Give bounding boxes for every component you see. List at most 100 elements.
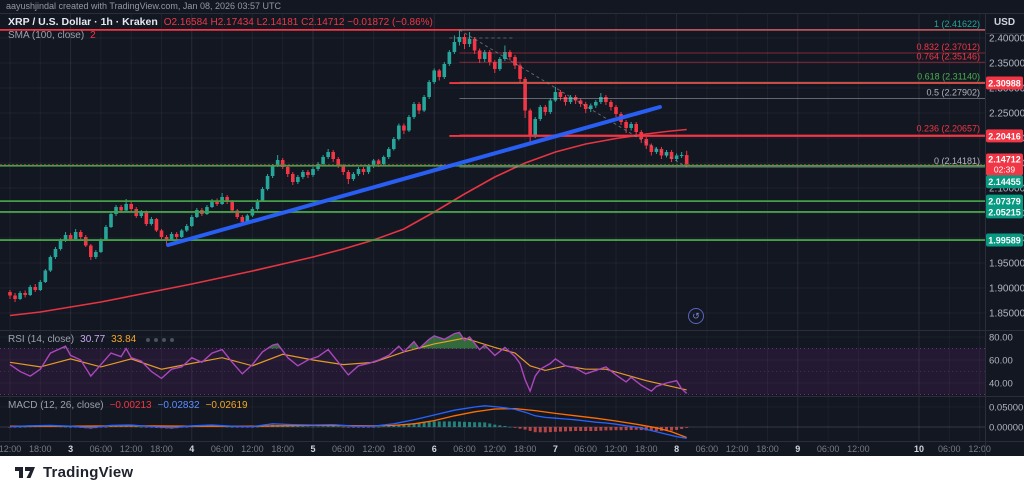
svg-text:12:00: 12:00 [362, 444, 385, 454]
svg-text:2.07379: 2.07379 [988, 197, 1021, 207]
macd-hist-value: −0.00213 [109, 400, 152, 411]
svg-text:12:00: 12:00 [605, 444, 628, 454]
svg-text:1.90000: 1.90000 [989, 284, 1024, 295]
rsi-value: 30.77 [80, 334, 106, 345]
svg-text:2.40000: 2.40000 [989, 34, 1024, 45]
svg-text:2.20416: 2.20416 [988, 131, 1021, 141]
svg-text:7: 7 [553, 444, 558, 454]
fib-level-label: 0.236 (2.20657) [916, 124, 980, 134]
chart-canvas[interactable]: 1 (2.41622) 0.832 (2.37012)0.764 (2.35146… [0, 0, 1024, 456]
rsi-label[interactable]: RSI (14, close) [8, 334, 75, 345]
svg-text:0.05000: 0.05000 [989, 403, 1023, 414]
svg-text:2.35000: 2.35000 [989, 59, 1024, 70]
svg-text:18:00: 18:00 [756, 444, 779, 454]
price-axis[interactable]: 2.400002.350002.300002.250002.200002.150… [989, 34, 1024, 434]
macd-label[interactable]: MACD (12, 26, close) [8, 400, 104, 411]
rsi-line [9, 331, 688, 394]
svg-text:06:00: 06:00 [938, 444, 961, 454]
macd-signal-line [10, 407, 687, 439]
svg-text:2.30988: 2.30988 [988, 79, 1021, 89]
svg-text:8: 8 [674, 444, 679, 454]
svg-text:06:00: 06:00 [332, 444, 355, 454]
svg-text:18:00: 18:00 [635, 444, 658, 454]
sma-label[interactable]: SMA (100, close) [8, 30, 85, 41]
price-axis-currency[interactable]: USD [993, 17, 1016, 28]
svg-text:3: 3 [68, 444, 73, 454]
svg-text:5: 5 [310, 444, 315, 454]
fib-level-label: 0.5 (2.27902) [926, 87, 980, 97]
svg-text:06:00: 06:00 [817, 444, 840, 454]
svg-text:18:00: 18:00 [271, 444, 294, 454]
macd-legend: MACD (12, 26, close) −0.00213 −0.02832 −… [8, 400, 248, 411]
credit-bar: aayushjindal created with TradingView.co… [6, 1, 281, 11]
sma-legend: SMA (100, close) 2 [8, 30, 96, 41]
rsi-legend: RSI (14, close) 30.77 33.84 [8, 334, 175, 345]
fib-level-label: 0 (2.14181) [934, 156, 980, 166]
svg-text:0.00000: 0.00000 [989, 423, 1023, 434]
footer-bar: TradingView [0, 456, 1024, 488]
grid-layer [0, 14, 985, 441]
fib-level-label: 0.618 (2.31140) [917, 71, 980, 81]
svg-text:2.25000: 2.25000 [989, 109, 1024, 120]
fib-level-label: 1 (2.41622) [934, 19, 980, 29]
sma-value: 2 [90, 30, 96, 41]
circular-arrow-icon[interactable]: ↺ [688, 308, 704, 324]
svg-text:12:00: 12:00 [847, 444, 870, 454]
fib-level-label: 0.764 (2.35146) [916, 51, 980, 61]
svg-text:06:00: 06:00 [453, 444, 476, 454]
svg-text:06:00: 06:00 [90, 444, 113, 454]
rsi-ma-value: 33.84 [111, 334, 137, 345]
svg-text:06:00: 06:00 [211, 444, 234, 454]
svg-text:12:00: 12:00 [0, 444, 21, 454]
svg-text:12:00: 12:00 [120, 444, 143, 454]
time-axis[interactable]: 12:00 18:00 3 06:00 12:00 18:00 4 06:00 12:00 18:… [0, 444, 991, 454]
svg-text:12:00: 12:00 [484, 444, 507, 454]
svg-text:06:00: 06:00 [696, 444, 719, 454]
symbol-title[interactable]: XRP / U.S. Dollar · 1h · Kraken [8, 16, 158, 28]
rsi-legend-icons[interactable] [146, 337, 175, 342]
tradingview-logo-icon[interactable] [14, 464, 36, 481]
svg-text:80.00: 80.00 [989, 333, 1013, 344]
svg-text:18:00: 18:00 [29, 444, 52, 454]
svg-text:2.14455: 2.14455 [988, 177, 1021, 187]
svg-text:60.00: 60.00 [989, 356, 1013, 367]
macd-signal-value: −0.02619 [205, 400, 248, 411]
svg-text:12:00: 12:00 [241, 444, 264, 454]
candles-layer[interactable] [8, 29, 689, 302]
legend-icon-dot[interactable] [154, 337, 159, 342]
svg-text:1.85000: 1.85000 [989, 309, 1024, 320]
svg-text:1.95000: 1.95000 [989, 259, 1024, 270]
svg-text:9: 9 [795, 444, 800, 454]
symbol-legend: XRP / U.S. Dollar · 1h · Kraken O2.16584… [8, 16, 433, 28]
legend-icon-dot[interactable] [162, 337, 167, 342]
svg-text:02:39: 02:39 [994, 164, 1016, 174]
price-pane[interactable]: 1 (2.41622) 0.832 (2.37012)0.764 (2.35146… [0, 19, 985, 317]
svg-text:2.10000: 2.10000 [989, 184, 1024, 195]
rsi-pane[interactable] [9, 331, 688, 394]
svg-text:12:00: 12:00 [968, 444, 991, 454]
svg-text:18:00: 18:00 [514, 444, 537, 454]
legend-icon-dot[interactable] [146, 337, 151, 342]
ohlc-values: O2.16584 H2.17434 L2.14181 C2.14712 −0.0… [163, 16, 433, 28]
tradingview-brand[interactable]: TradingView [43, 463, 134, 481]
svg-text:1.99589: 1.99589 [988, 236, 1021, 246]
svg-text:2.14712: 2.14712 [988, 154, 1021, 164]
macd-line [9, 405, 687, 439]
legend-icon-dot[interactable] [170, 337, 175, 342]
svg-text:12:00: 12:00 [726, 444, 749, 454]
svg-text:18:00: 18:00 [150, 444, 173, 454]
macd-line-value: −0.02832 [157, 400, 200, 411]
svg-text:6: 6 [432, 444, 437, 454]
svg-text:2.05215: 2.05215 [988, 207, 1021, 217]
sma-line[interactable] [9, 128, 687, 317]
fib-level-label: 0.832 (2.37012) [916, 42, 980, 52]
svg-text:10: 10 [914, 444, 924, 454]
svg-text:06:00: 06:00 [574, 444, 597, 454]
macd-pane[interactable] [8, 405, 689, 439]
svg-text:4: 4 [189, 444, 194, 454]
trend-line[interactable] [166, 105, 662, 247]
svg-text:18:00: 18:00 [393, 444, 416, 454]
svg-text:40.00: 40.00 [989, 379, 1013, 390]
